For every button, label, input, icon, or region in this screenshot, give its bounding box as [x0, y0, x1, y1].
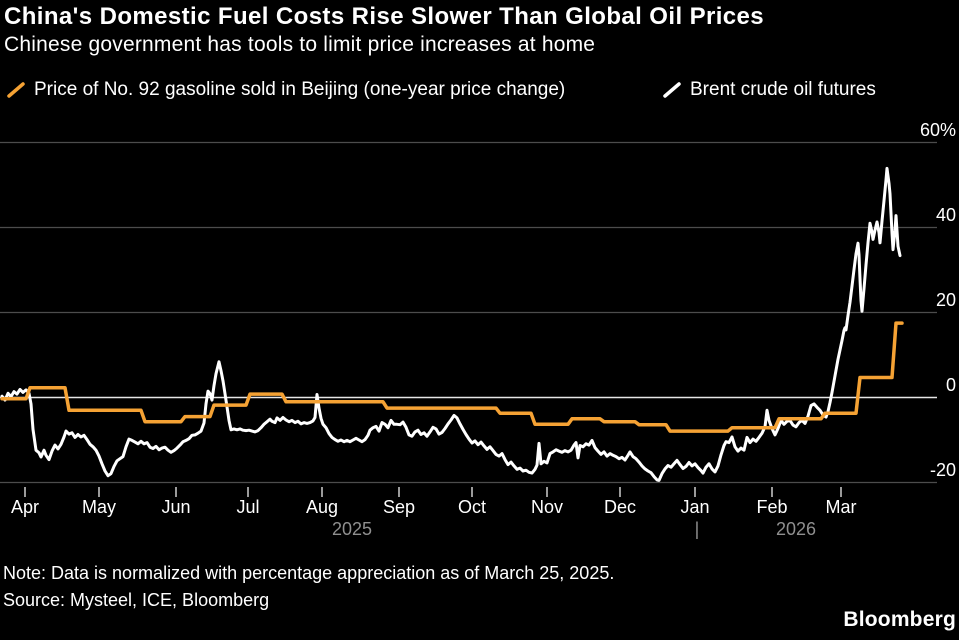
- bloomberg-logo: Bloomberg: [843, 608, 956, 631]
- y-axis-label: 60%: [919, 120, 956, 140]
- legend-label-gasoline: Price of No. 92 gasoline sold in Beijing…: [34, 79, 566, 100]
- x-axis-year-label: 2026: [775, 519, 817, 539]
- brent-crude-line: [0, 166, 902, 482]
- x-axis-month-label: Jan: [680, 497, 710, 517]
- y-axis-label: 40: [935, 205, 956, 225]
- x-axis-month-label: Apr: [10, 497, 39, 517]
- x-axis-month-label: Dec: [603, 497, 636, 517]
- legend-label-brent: Brent crude oil futures: [690, 79, 876, 100]
- y-axis-label: 20: [935, 290, 956, 310]
- page-subtitle: Chinese government has tools to limit pr…: [4, 33, 596, 56]
- x-axis-month-label: May: [81, 497, 116, 517]
- legend-item-brent: Brent crude oil futures: [662, 79, 876, 101]
- x-axis-month-label: Jul: [236, 497, 260, 517]
- x-axis-month-label: Nov: [530, 497, 563, 517]
- x-axis-year-label: 2025: [331, 519, 373, 539]
- x-axis-month-label: Aug: [305, 497, 339, 517]
- x-axis-month-label: Feb: [756, 497, 788, 517]
- x-axis-year-label: |: [694, 519, 700, 539]
- y-axis-label: -20: [929, 460, 956, 480]
- x-axis-month-label: Sep: [382, 497, 416, 517]
- x-axis-month-label: Mar: [825, 497, 857, 517]
- x-axis-month-label: Jun: [161, 497, 191, 517]
- gasoline-line-swatch-icon: [7, 82, 25, 98]
- chart-note: Note: Data is normalized with percentage…: [3, 563, 615, 583]
- x-axis-month-label: Oct: [457, 497, 486, 517]
- page-title: China's Domestic Fuel Costs Rise Slower …: [4, 3, 765, 30]
- beijing-gasoline-line: [0, 321, 904, 433]
- legend-item-gasoline: Price of No. 92 gasoline sold in Beijing…: [6, 79, 565, 101]
- chart-source: Source: Mysteel, ICE, Bloomberg: [3, 590, 270, 610]
- y-axis-label: 0: [945, 375, 956, 395]
- brent-line-swatch-icon: [663, 82, 681, 98]
